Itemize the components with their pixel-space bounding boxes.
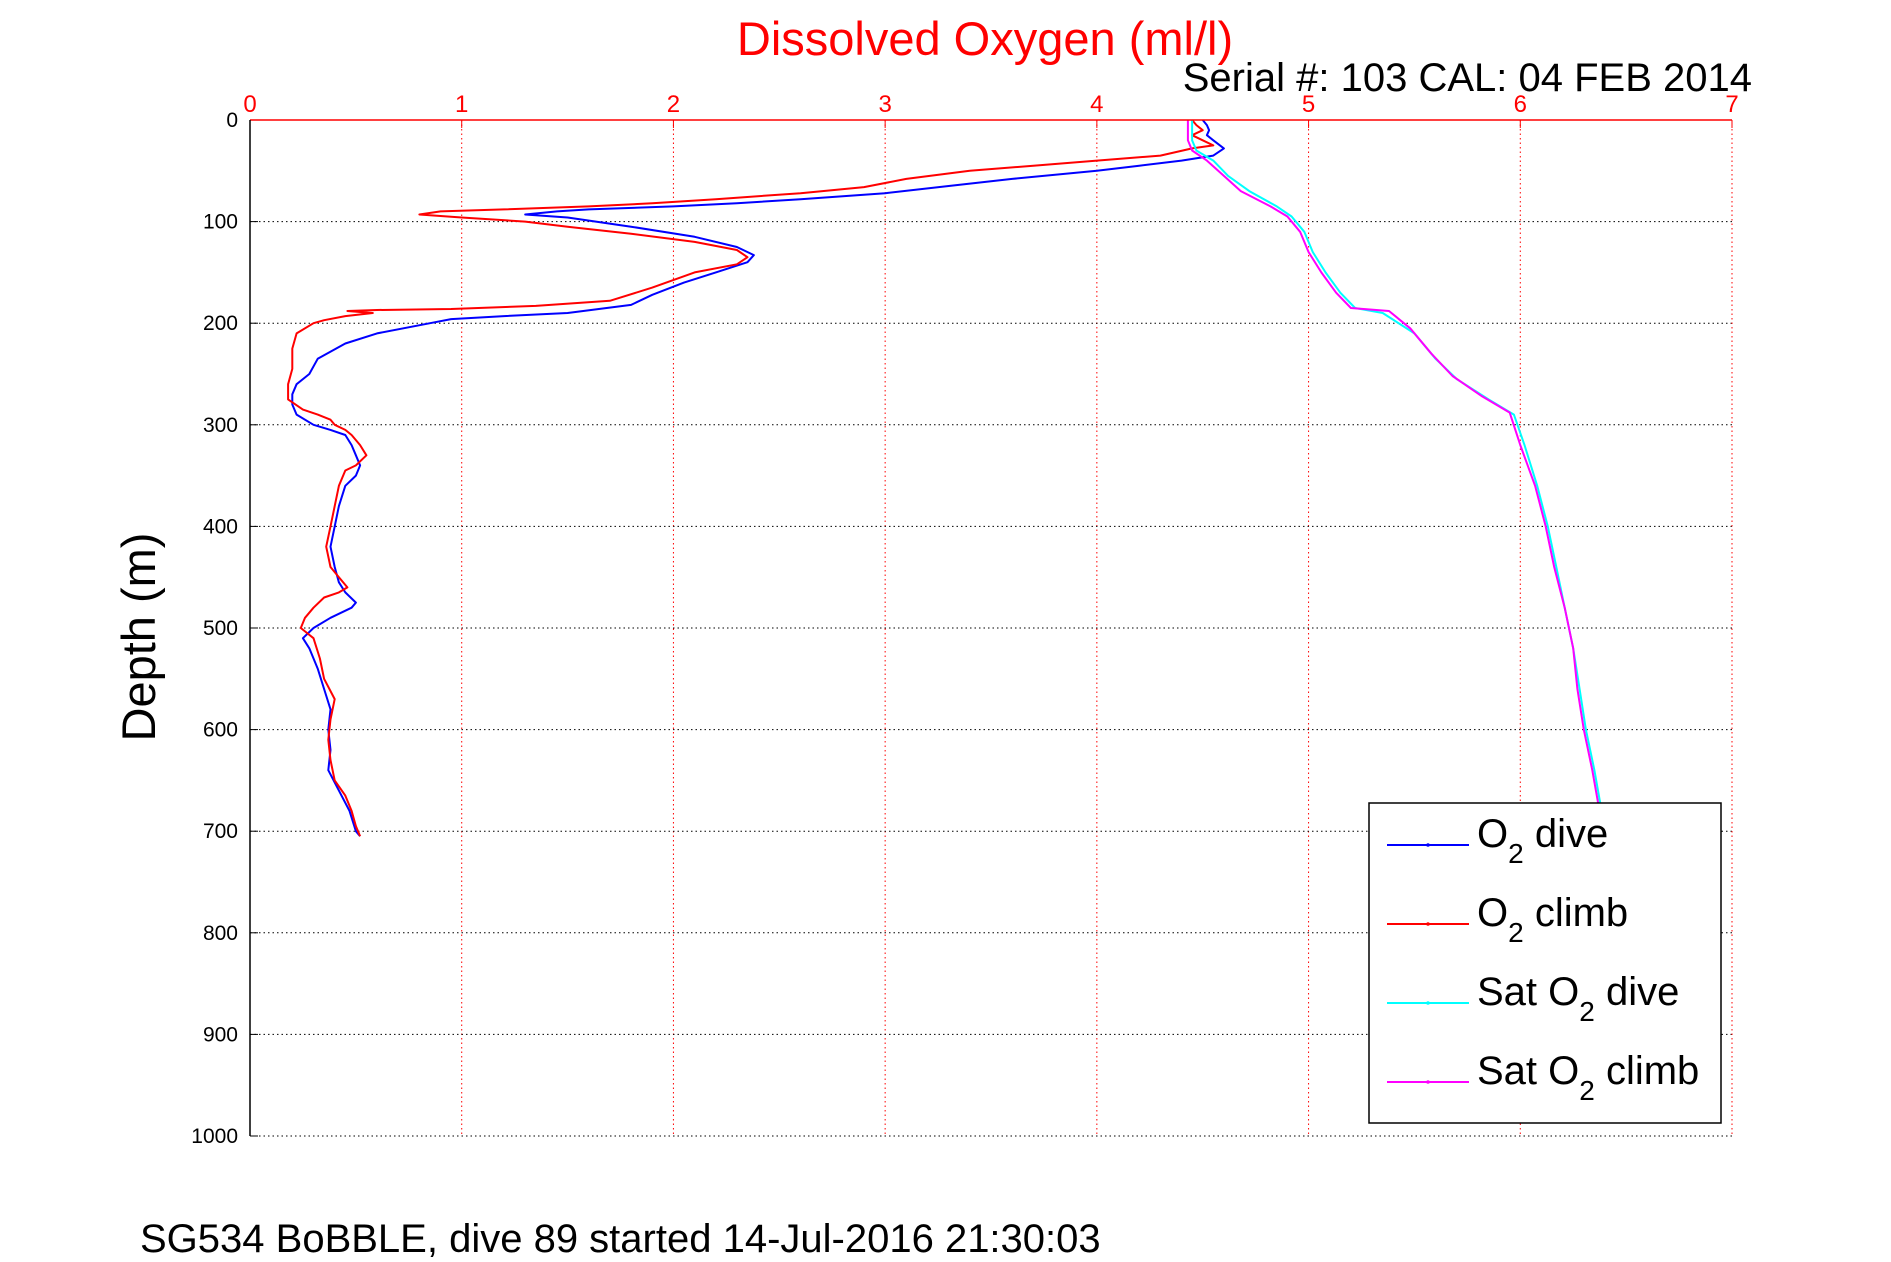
y-tick-label: 400 [203, 515, 238, 538]
legend-marker-o2_climb [1426, 922, 1430, 926]
y-tick-label: 0 [226, 109, 238, 132]
legend-marker-sat_dive [1426, 1001, 1430, 1005]
legend-label-sat_climb: Sat O2 climb [1477, 1049, 1699, 1106]
series-line-sat_climb [1186, 120, 1600, 806]
y-tick-label: 800 [203, 922, 238, 945]
series-layer [287, 119, 1602, 837]
dive-info-footer: SG534 BoBBLE, dive 89 started 14-Jul-201… [140, 1217, 1101, 1261]
x-tick-label: 2 [667, 91, 680, 118]
legend-label-o2_dive: O2 dive [1477, 812, 1608, 869]
legend: O2 dive O2 climb Sat O2 dive Sat O2 climb [1368, 802, 1722, 1124]
legend-label-o2_climb: O2 climb [1477, 891, 1628, 948]
x-tick-label: 1 [455, 91, 468, 118]
x-tick-label: 7 [1725, 91, 1738, 118]
y-tick-label: 700 [203, 820, 238, 843]
x-tick-label: 5 [1302, 91, 1315, 118]
legend-marker-sat_climb [1426, 1080, 1430, 1084]
chart-title: Dissolved Oxygen (ml/l) [737, 12, 1233, 65]
series-line-o2_dive [291, 119, 1225, 837]
x-tick-label: 4 [1090, 91, 1103, 118]
y-axis-label: Depth (m) [112, 533, 165, 742]
y-tick-label: 1000 [191, 1125, 238, 1148]
legend-marker-o2_dive [1426, 843, 1430, 847]
y-tick-label: 600 [203, 719, 238, 742]
serial-calibration-label: Serial #: 103 CAL: 04 FEB 2014 [1183, 56, 1752, 100]
y-tick-label: 500 [203, 617, 238, 640]
y-tick-label: 200 [203, 312, 238, 335]
y-axis-ticks: 0 100 200 300 400 500 600 700 800 900 1000 [191, 109, 238, 1148]
legend-label-sat_dive: Sat O2 dive [1477, 970, 1679, 1027]
y-tick-label: 100 [203, 211, 238, 234]
x-axis-ticks: 0 1 2 3 4 5 6 7 [243, 91, 1738, 118]
legend-box [1368, 802, 1722, 1124]
y-tick-label: 300 [203, 414, 238, 437]
x-tick-label: 0 [243, 91, 256, 118]
series-line-o2_climb [287, 119, 1215, 837]
x-tick-label: 3 [878, 91, 891, 118]
x-tick-label: 6 [1514, 91, 1527, 118]
axes [249, 119, 1733, 1137]
y-tick-label: 900 [203, 1023, 238, 1046]
